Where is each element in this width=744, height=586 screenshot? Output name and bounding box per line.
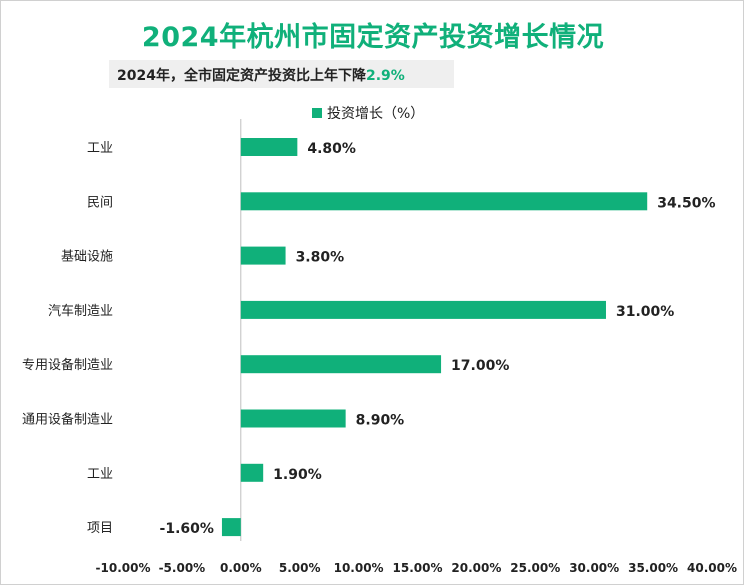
category-label: 专用设备制造业 [22, 357, 113, 373]
category-label: 通用设备制造业 [22, 412, 113, 428]
bar [240, 138, 298, 156]
subtitle: 2024年，全市固定资产投资比上年下降2.9% [117, 65, 405, 85]
category-label: 项目 [87, 521, 113, 536]
category-label: 民间 [87, 195, 113, 210]
subtitle-text: 2024年，全市固定资产投资比上年下降 [117, 68, 366, 84]
data-label: 3.80% [296, 250, 345, 266]
x-tick-label: 10.00% [334, 561, 384, 575]
chart-title: 2024年杭州市固定资产投资增长情况 [141, 22, 605, 53]
x-tick-label: 30.00% [569, 561, 619, 575]
bar [240, 246, 286, 265]
data-label: 4.80% [307, 141, 356, 157]
x-tick-label: 20.00% [451, 561, 501, 575]
data-label: 34.50% [657, 195, 715, 211]
legend-swatch [312, 108, 322, 118]
x-tick-label: 25.00% [510, 561, 560, 575]
x-tick-label: 15.00% [393, 561, 443, 575]
legend-label: 投资增长（%） [327, 106, 425, 122]
x-tick-label: 35.00% [628, 561, 678, 575]
bar [240, 355, 442, 374]
x-tick-label: -10.00% [96, 561, 151, 575]
data-label: -1.60% [160, 521, 214, 537]
x-tick-label: 5.00% [279, 561, 321, 575]
bar [240, 300, 606, 319]
category-label: 工业 [87, 467, 113, 482]
category-label: 基础设施 [61, 250, 113, 265]
category-label: 工业 [87, 141, 113, 156]
data-label: 31.00% [616, 304, 674, 320]
category-label: 汽车制造业 [48, 303, 113, 319]
bar [240, 409, 346, 428]
data-label: 8.90% [356, 413, 405, 429]
x-tick-label: 0.00% [220, 561, 262, 575]
x-tick-label: 40.00% [687, 561, 737, 575]
subtitle-box: 2024年，全市固定资产投资比上年下降2.9% [109, 60, 454, 88]
legend: 投资增长（%） [312, 103, 424, 123]
bar [240, 192, 648, 211]
x-tick-label: -5.00% [159, 561, 206, 575]
data-label: 17.00% [451, 358, 509, 374]
subtitle-value: 2.9% [365, 68, 405, 84]
data-label: 1.90% [273, 467, 322, 483]
bar [240, 463, 264, 482]
bar [221, 518, 241, 537]
